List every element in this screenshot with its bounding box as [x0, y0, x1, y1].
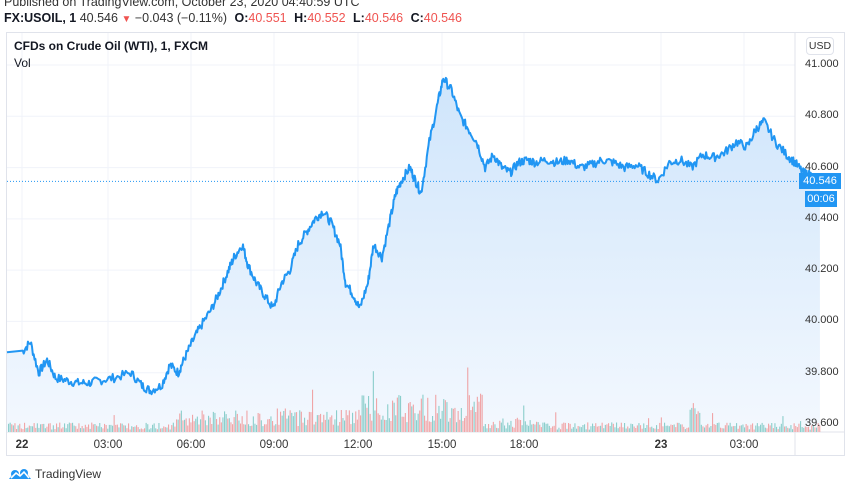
low-value: 40.546 — [364, 11, 404, 25]
time-tick-label: 03:00 — [93, 439, 123, 451]
currency-button[interactable]: USD — [806, 37, 834, 55]
price-tick-label: 40.800 — [805, 109, 839, 122]
time-tick-label: 06:00 — [176, 439, 206, 451]
time-tick-label: 22 — [15, 439, 29, 451]
time-tick-label: 12:00 — [343, 439, 373, 451]
price-tick-label: 40.000 — [805, 314, 839, 327]
symbol-summary: FX:USOIL, 1 40.546 ▼ −0.043 (−0.11%) O:4… — [4, 11, 462, 25]
close-value: 40.546 — [423, 11, 463, 25]
last-price-text: 40.546 — [79, 11, 118, 25]
brand-text: TradingView — [35, 467, 102, 481]
price-tick-label: 40.200 — [805, 263, 839, 276]
legend-title: CFDs on Crude Oil (WTI), 1, FXCM — [14, 39, 208, 53]
time-tick-label: 18:00 — [509, 439, 539, 451]
time-tick-label: 03:00 — [729, 439, 759, 451]
price-area — [7, 77, 820, 433]
triangle-down-icon: ▼ — [121, 14, 132, 25]
price-tick-label: 40.600 — [805, 160, 839, 173]
price-tick-label: 39.600 — [805, 417, 839, 429]
price-tick-label: 40.400 — [805, 211, 839, 224]
time-tick-label: 15:00 — [427, 439, 457, 451]
published-caption: Published on TradingView.com, October 23… — [4, 0, 360, 9]
symbol-name[interactable]: FX:USOIL, 1 — [4, 11, 77, 25]
bar-countdown: 00:06 — [805, 191, 837, 207]
low-label: L: — [353, 11, 365, 25]
price-tick-label: 39.800 — [805, 365, 839, 378]
change-text: −0.043 (−0.11%) — [134, 11, 228, 25]
open-label: O: — [234, 11, 249, 25]
time-tick-label: 23 — [654, 439, 668, 451]
last-price-label: 40.546 — [799, 173, 841, 189]
open-value: 40.551 — [248, 11, 287, 25]
price-tick-label: 41.000 — [805, 58, 839, 70]
high-value: 40.552 — [307, 11, 346, 25]
price-line — [6, 76, 821, 396]
tradingview-logo-icon — [9, 469, 31, 479]
high-label: H: — [294, 11, 308, 25]
close-label: C: — [410, 11, 424, 25]
legend-volume: Vol — [14, 56, 31, 70]
tradingview-brand[interactable]: TradingView — [8, 467, 101, 481]
time-tick-label: 09:00 — [259, 439, 289, 451]
